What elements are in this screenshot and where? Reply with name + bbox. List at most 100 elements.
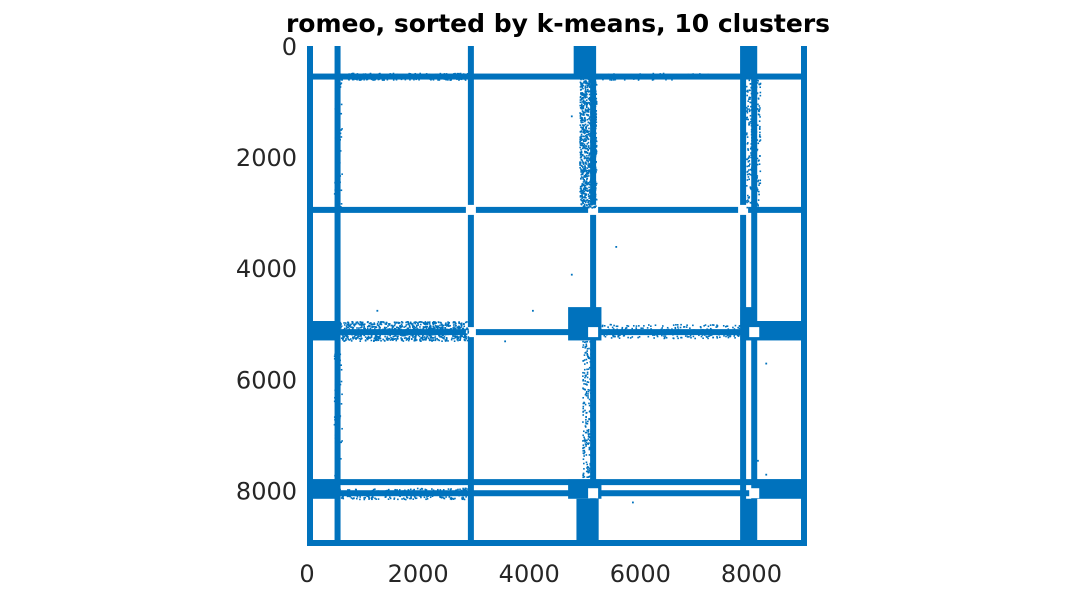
- scatter-point: [752, 195, 755, 198]
- scatter-point: [580, 171, 582, 173]
- scatter-point: [587, 146, 590, 148]
- scatter-point: [385, 323, 387, 325]
- scatter-point: [652, 332, 655, 334]
- scatter-point: [340, 129, 343, 131]
- scatter-point: [341, 393, 343, 396]
- scatter-point: [725, 335, 727, 338]
- scatter-point: [429, 333, 431, 336]
- scatter-point: [747, 199, 749, 201]
- scatter-point: [590, 468, 593, 470]
- scatter-point: [589, 357, 591, 360]
- scatter-point: [364, 328, 366, 330]
- scatter-point: [461, 497, 463, 499]
- scatter-point: [590, 84, 592, 86]
- scatter-point: [436, 77, 438, 79]
- scatter-point: [441, 336, 443, 339]
- scatter-point: [748, 108, 750, 110]
- scatter-point: [588, 448, 591, 451]
- scatter-point: [414, 331, 417, 334]
- scatter-point: [466, 339, 469, 342]
- scatter-point: [429, 496, 432, 499]
- scatter-point: [593, 154, 596, 157]
- scatter-point: [342, 76, 344, 79]
- scatter-point: [583, 439, 586, 442]
- scatter-point: [754, 113, 756, 116]
- scatter-point: [588, 183, 590, 186]
- scatter-point: [592, 161, 595, 164]
- scatter-point: [585, 92, 587, 94]
- scatter-point: [586, 96, 588, 98]
- scatter-point: [390, 324, 393, 327]
- scatter-point: [432, 323, 435, 326]
- scatter-point: [589, 433, 591, 435]
- scatter-point: [440, 329, 443, 332]
- scatter-point: [618, 76, 621, 79]
- scatter-point: [589, 104, 592, 107]
- scatter-point: [590, 103, 593, 106]
- scatter-point: [425, 327, 428, 329]
- scatter-point: [435, 322, 437, 324]
- scatter-point: [419, 72, 422, 75]
- scatter-point: [585, 187, 587, 190]
- scatter-point: [377, 74, 380, 76]
- scatter-point: [751, 78, 753, 81]
- scatter-point: [748, 173, 751, 175]
- scatter-point: [582, 165, 584, 168]
- scatter-point: [755, 145, 757, 147]
- scatter-point: [750, 92, 753, 95]
- scatter-point: [423, 75, 426, 77]
- scatter-point: [348, 328, 351, 330]
- scatter-point: [454, 327, 456, 329]
- scatter-point: [757, 108, 759, 110]
- dense-block-6: [307, 479, 338, 499]
- scatter-point: [581, 169, 584, 171]
- scatter-point: [454, 333, 456, 336]
- scatter-point: [732, 326, 734, 329]
- scatter-point: [401, 491, 404, 493]
- scatter-point: [346, 334, 348, 337]
- scatter-point: [585, 131, 587, 134]
- scatter-point: [447, 74, 450, 76]
- scatter-point: [447, 488, 450, 490]
- scatter-point: [643, 332, 646, 334]
- scatter-point: [408, 325, 411, 328]
- scatter-point: [407, 333, 409, 336]
- scatter-point: [579, 138, 581, 141]
- scatter-point: [750, 109, 753, 111]
- scatter-point: [593, 164, 596, 167]
- scatter-point: [754, 191, 757, 193]
- scatter-point: [440, 496, 443, 499]
- scatter-point: [361, 494, 364, 496]
- scatter-point: [404, 78, 407, 81]
- scatter-point: [351, 328, 354, 330]
- scatter-point: [595, 115, 597, 118]
- scatter-point: [387, 491, 389, 494]
- scatter-point: [593, 107, 595, 110]
- scatter-point: [377, 337, 380, 340]
- scatter-point: [363, 325, 366, 328]
- scatter-point: [403, 491, 406, 494]
- scatter-point: [359, 340, 362, 342]
- scatter-point: [616, 76, 619, 78]
- scatter-point: [585, 125, 588, 128]
- scatter-point: [339, 138, 341, 141]
- scatter-point: [591, 432, 593, 434]
- scatter-point: [592, 85, 594, 87]
- scatter-point: [579, 141, 581, 143]
- scatter-point: [591, 87, 594, 90]
- scatter-point: [352, 72, 355, 75]
- scatter-point: [398, 489, 401, 491]
- scatter-point: [593, 122, 595, 124]
- scatter-point: [748, 98, 750, 100]
- scatter-point: [422, 334, 425, 336]
- scatter-point: [402, 76, 405, 79]
- scatter-point: [704, 324, 707, 326]
- scatter-point: [441, 323, 443, 326]
- scatter-point: [588, 468, 591, 470]
- scatter-point: [729, 335, 732, 337]
- scatter-point: [428, 323, 431, 325]
- scatter-point: [586, 82, 589, 84]
- scatter-point: [379, 335, 381, 338]
- scatter-point: [752, 92, 755, 94]
- scatter-point: [409, 328, 411, 331]
